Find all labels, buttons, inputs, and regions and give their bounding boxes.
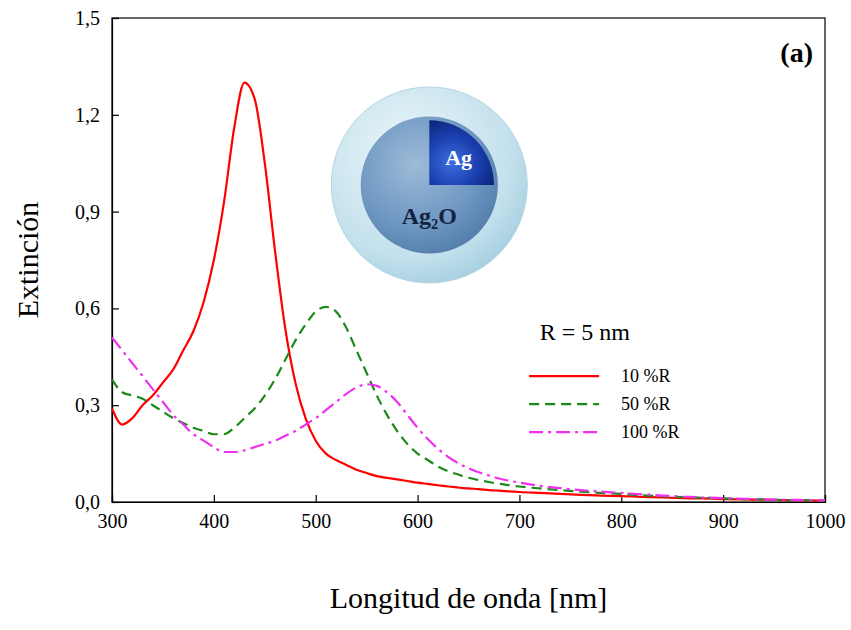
legend: 10 %R 50 %R 100 %R xyxy=(529,366,680,442)
x-tick: 400 xyxy=(199,495,229,532)
y-tick-label: 1,5 xyxy=(75,7,100,29)
shell-label: Ag₂O xyxy=(402,203,457,229)
y-axis-line xyxy=(113,19,120,503)
lines xyxy=(112,83,825,501)
legend-swatch xyxy=(529,375,599,377)
y-tick: 1,5 xyxy=(75,7,119,29)
inset-sphere xyxy=(331,87,527,283)
chart: 300 400 500 600 700 800 900 1000 0,0 0,3 0,6 0,9 1,2… xyxy=(0,0,851,630)
x-tick-mark xyxy=(214,495,215,502)
y-tick-label: 0,3 xyxy=(75,394,100,416)
legend-item: 10 %R xyxy=(529,366,671,386)
core-wedge xyxy=(429,120,494,185)
y-tick: 0,9 xyxy=(75,201,119,223)
y-axis: 0,0 0,3 0,6 0,9 1,2 1,5 xyxy=(75,7,119,513)
y-tick-mark xyxy=(112,115,119,116)
panel-label: (a) xyxy=(780,37,813,68)
x-tick-mark xyxy=(417,495,418,502)
x-tick-mark xyxy=(825,495,826,502)
x-tick-mark xyxy=(519,495,520,502)
series-line xyxy=(112,83,825,501)
x-tick: 900 xyxy=(709,495,739,532)
x-tick: 500 xyxy=(301,495,331,532)
y-tick: 0,3 xyxy=(75,394,119,416)
y-tick: 0,6 xyxy=(75,297,119,319)
y-tick: 0,0 xyxy=(75,491,119,513)
x-tick-label: 900 xyxy=(709,510,739,532)
shell-inner xyxy=(361,116,498,253)
y-tick-mark xyxy=(112,502,119,503)
shell-outer xyxy=(331,87,527,283)
y-axis-title: Extinción xyxy=(11,202,44,319)
y-tick-label: 0,0 xyxy=(75,491,100,513)
x-tick-label: 700 xyxy=(505,510,535,532)
x-axis: 300 400 500 600 700 800 900 1000 xyxy=(98,495,846,532)
legend-item: 100 %R xyxy=(529,422,680,442)
core-label: Ag xyxy=(445,145,472,170)
legend-swatch xyxy=(529,431,599,433)
legend-item: 50 %R xyxy=(529,394,671,414)
plot-frame xyxy=(112,18,825,502)
plot-area: 300 400 500 600 700 800 900 1000 0,0 0,3 0,6 0,9 1,2… xyxy=(75,7,846,532)
x-tick-mark xyxy=(316,495,317,502)
x-axis-title: Longitud de onda [nm] xyxy=(330,581,607,614)
y-tick-label: 1,2 xyxy=(75,104,100,126)
series-line xyxy=(112,307,825,501)
x-tick-label: 500 xyxy=(301,510,331,532)
y-tick-mark xyxy=(112,308,119,309)
x-tick: 700 xyxy=(505,495,535,532)
y-tick-mark xyxy=(112,212,119,213)
x-tick-label: 800 xyxy=(607,510,637,532)
series-line xyxy=(112,337,825,500)
y-tick-mark xyxy=(112,405,119,406)
y-tick-label: 0,6 xyxy=(75,297,100,319)
legend-swatch xyxy=(529,403,599,405)
y-tick: 1,2 xyxy=(75,104,119,126)
x-tick-label: 600 xyxy=(403,510,433,532)
legend-label: 50 %R xyxy=(621,394,671,414)
legend-label: 100 %R xyxy=(621,422,680,442)
x-tick-label: 400 xyxy=(199,510,229,532)
x-tick: 600 xyxy=(403,495,433,532)
x-tick-label: 1000 xyxy=(806,510,846,532)
legend-label: 10 %R xyxy=(621,366,671,386)
x-tick-label: 300 xyxy=(98,510,128,532)
y-tick-mark xyxy=(112,18,119,19)
radius-label: R = 5 nm xyxy=(540,319,631,345)
x-tick: 800 xyxy=(607,495,637,532)
y-tick-label: 0,9 xyxy=(75,201,100,223)
